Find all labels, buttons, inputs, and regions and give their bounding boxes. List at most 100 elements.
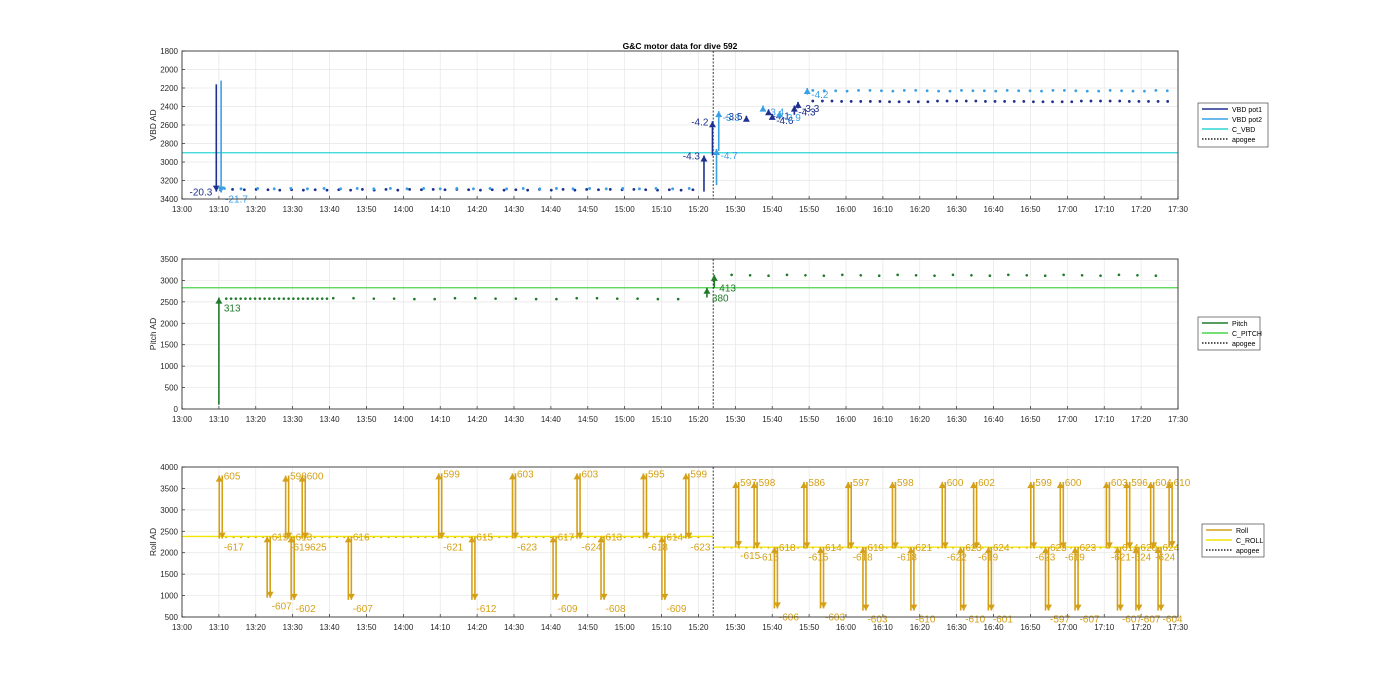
vbd-pot2-point bbox=[1108, 89, 1112, 92]
vbd-arrow-label: -4.3 bbox=[798, 108, 816, 119]
y-tick-label: 1500 bbox=[160, 341, 178, 350]
vbd-pot1-point bbox=[840, 100, 843, 103]
legend-box bbox=[1197, 102, 1269, 148]
vbd-pot2-point bbox=[571, 187, 575, 191]
vbd-pot1-point bbox=[1118, 99, 1122, 103]
vbd-pot1-point bbox=[1166, 100, 1170, 103]
x-tick-label: 17:10 bbox=[1094, 205, 1115, 214]
x-tick-label: 16:50 bbox=[1020, 623, 1041, 632]
y-tick-label: 3000 bbox=[160, 276, 178, 285]
vbd-pot1-point bbox=[266, 188, 270, 192]
x-tick-label: 14:20 bbox=[467, 205, 488, 214]
roll-down-label: -602 bbox=[296, 604, 316, 615]
pitch-point bbox=[822, 274, 826, 278]
roll-arrow-down-head bbox=[735, 541, 743, 548]
vbd-pot1-point bbox=[384, 187, 388, 191]
vbd-pot1-point bbox=[993, 100, 997, 103]
x-tick-label: 16:40 bbox=[984, 205, 1005, 214]
roll-arrow-up-head bbox=[549, 536, 557, 543]
vbd-pot2-point bbox=[1017, 89, 1021, 93]
pitch-point bbox=[292, 297, 295, 300]
roll-arrow-up-head bbox=[770, 547, 778, 554]
y-tick-label: 3000 bbox=[160, 158, 178, 167]
x-tick-label: 13:40 bbox=[320, 205, 341, 214]
x-tick-label: 15:10 bbox=[652, 205, 673, 214]
x-tick-label: 16:40 bbox=[984, 623, 1005, 632]
roll-down-label: -615 bbox=[759, 552, 779, 563]
roll-arrow-up-head bbox=[287, 536, 295, 543]
plot-frame bbox=[181, 466, 1179, 618]
pitch-point bbox=[988, 274, 992, 278]
plot-area bbox=[181, 258, 1179, 410]
pitch-point bbox=[804, 273, 807, 277]
x-tick-label: 14:50 bbox=[578, 415, 599, 424]
vbd-pot2-point bbox=[1062, 89, 1066, 92]
roll-down-label: -610 bbox=[965, 615, 985, 626]
roll-arrow-down-head bbox=[1135, 604, 1143, 611]
pitch-point bbox=[306, 297, 310, 300]
vbd-pot1-point bbox=[349, 188, 352, 192]
x-tick-label: 15:10 bbox=[652, 623, 673, 632]
roll-arrow-up-head bbox=[1056, 482, 1064, 488]
roll-up-label: 597 bbox=[740, 478, 757, 489]
roll-up-label: 623 bbox=[1050, 543, 1067, 554]
x-tick-label: 13:00 bbox=[172, 205, 193, 214]
vbd-pot2-point bbox=[914, 89, 918, 92]
y-tick-label: 3500 bbox=[160, 484, 178, 493]
vbd-pot1-point bbox=[916, 100, 920, 104]
pitch-point bbox=[494, 297, 497, 300]
roll-arrow-up-head bbox=[282, 475, 290, 482]
x-tick-label: 16:20 bbox=[910, 415, 931, 424]
x-tick-label: 16:20 bbox=[910, 205, 931, 214]
x-tick-label: 15:20 bbox=[688, 623, 709, 632]
vbd-pot1-point bbox=[984, 100, 987, 103]
pitch-point bbox=[473, 296, 477, 300]
x-tick-label: 15:50 bbox=[799, 415, 820, 424]
roll-down-label: -622 bbox=[947, 552, 967, 563]
roll-up-label: 624 bbox=[1163, 543, 1180, 554]
roll-down-label: -607 bbox=[1122, 615, 1142, 626]
pitch-arrow-label: 313 bbox=[224, 304, 241, 315]
vbd-pot2-point bbox=[1154, 89, 1158, 92]
x-tick-label: 13:00 bbox=[172, 415, 193, 424]
vbd-pot1-point bbox=[1003, 100, 1007, 103]
pitch-point bbox=[748, 273, 752, 277]
legend-label: C_VBD bbox=[1232, 127, 1255, 134]
vbd-pot2-point bbox=[538, 187, 542, 191]
pitch-point bbox=[296, 297, 300, 300]
vbd-pot1-point bbox=[313, 188, 317, 192]
roll-down-label: -624 bbox=[1155, 552, 1175, 563]
roll-arrow-up-head bbox=[844, 482, 852, 488]
vbd-arrow-head bbox=[803, 88, 811, 94]
vbd-pot1-point bbox=[1041, 100, 1045, 104]
pitch-point bbox=[1080, 273, 1084, 277]
vbd-pot1-point bbox=[974, 99, 978, 103]
pitch-point bbox=[555, 297, 558, 301]
vbd-arrow-head bbox=[742, 115, 750, 122]
vbd-pot2-point bbox=[289, 187, 293, 190]
vbd-arrow-label: -20.3 bbox=[190, 188, 213, 199]
roll-up-label: 595 bbox=[648, 469, 665, 480]
vbd-pot1-point bbox=[830, 99, 834, 103]
vbd-pot1-point bbox=[811, 99, 815, 103]
x-tick-label: 17:10 bbox=[1094, 623, 1115, 632]
roll-up-label: 619 bbox=[867, 543, 884, 554]
vbd-pot2-point bbox=[834, 89, 838, 93]
roll-arrow-up-head bbox=[1113, 547, 1121, 554]
x-tick-label: 15:40 bbox=[762, 205, 783, 214]
vbd-pot1-point bbox=[490, 188, 494, 192]
pitch-point bbox=[514, 297, 518, 300]
vbd-pot2-point bbox=[438, 187, 442, 191]
roll-arrow-up-head bbox=[639, 473, 647, 480]
roll-arrow-down-head bbox=[266, 591, 274, 598]
x-tick-label: 14:10 bbox=[430, 205, 451, 214]
x-tick-label: 13:50 bbox=[356, 205, 377, 214]
vbd-pot1-point bbox=[691, 188, 695, 192]
x-tick-label: 15:00 bbox=[615, 205, 636, 214]
y-tick-label: 3500 bbox=[160, 255, 178, 264]
x-tick-label: 14:00 bbox=[393, 623, 414, 632]
roll-arrow-down-head bbox=[891, 542, 899, 549]
vbd-pot1-point bbox=[897, 100, 901, 104]
vbd-pot2-point bbox=[322, 187, 326, 190]
